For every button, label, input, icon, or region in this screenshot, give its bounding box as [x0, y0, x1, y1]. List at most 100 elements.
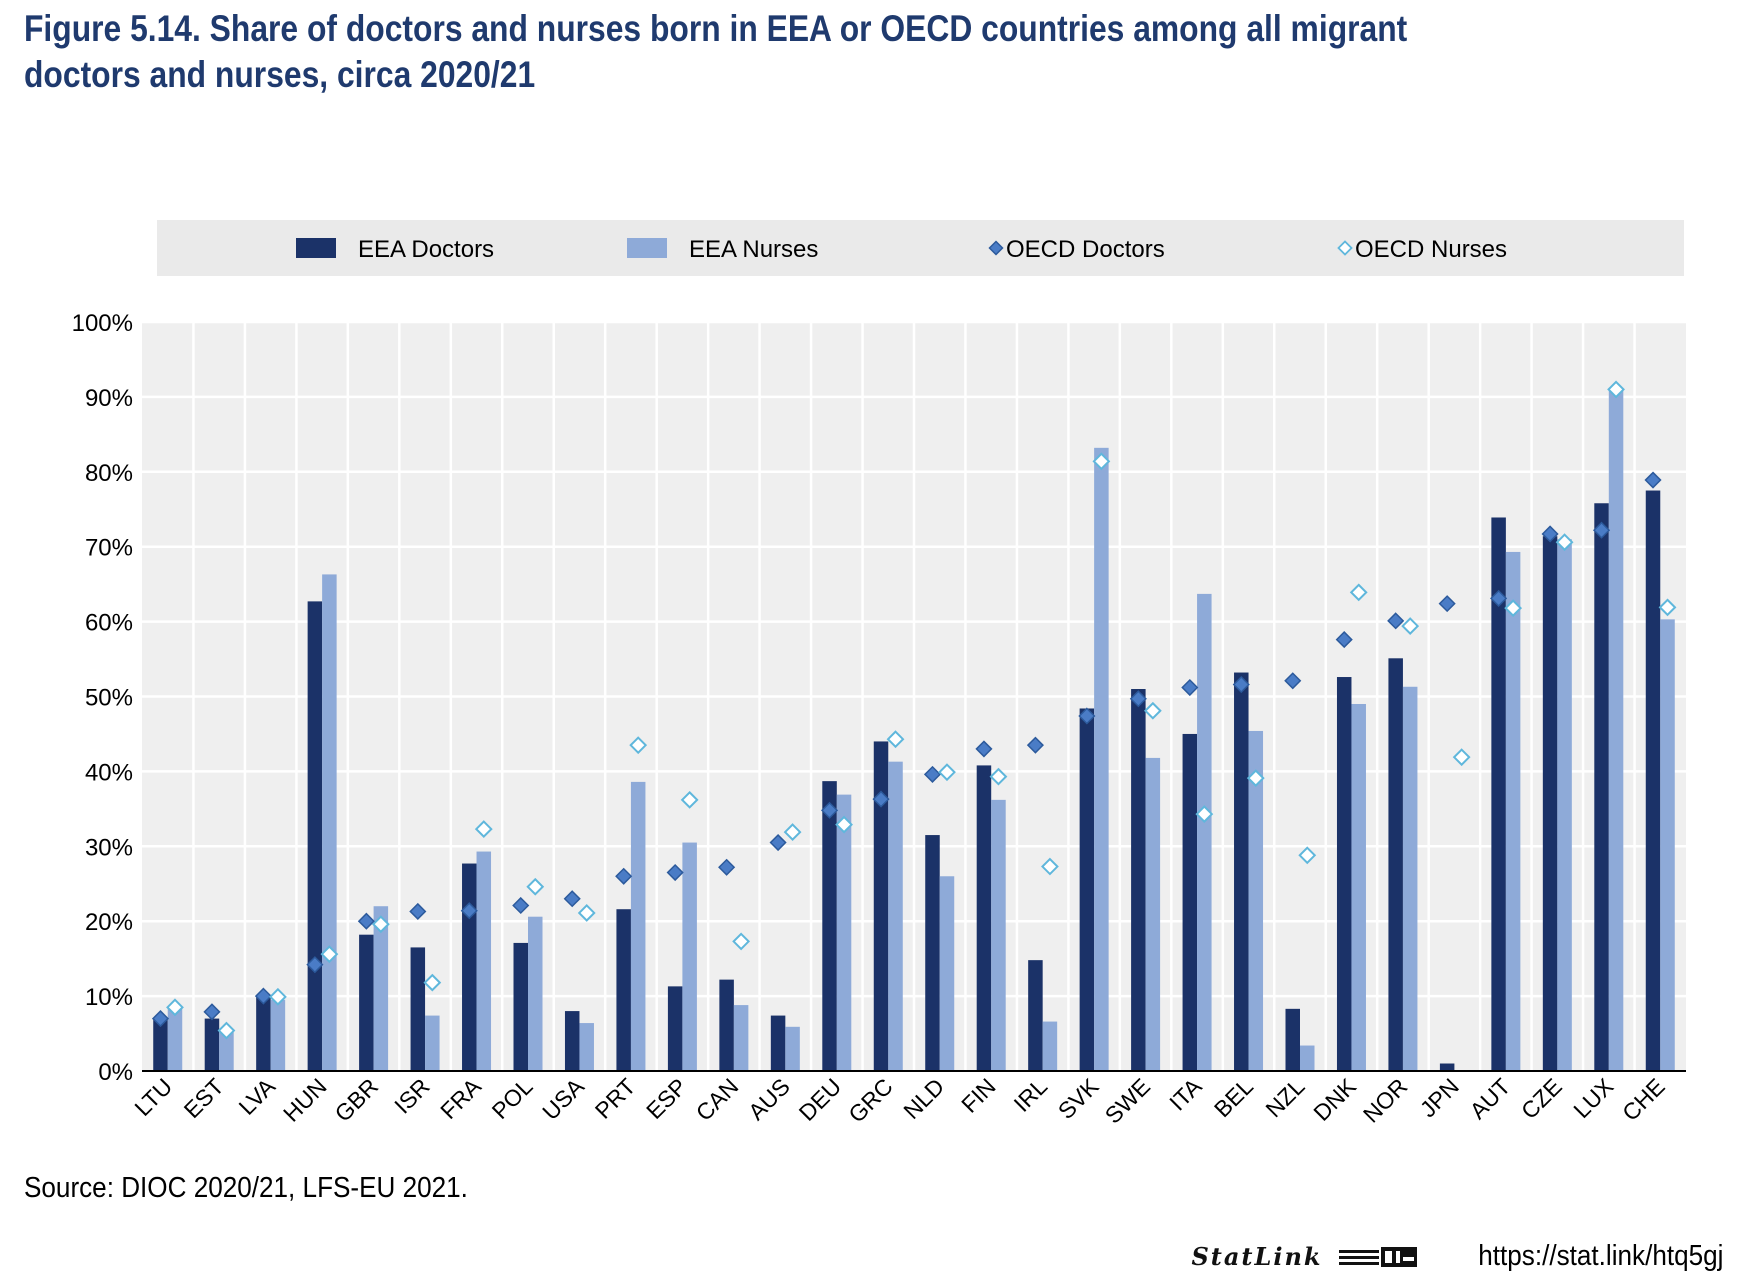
- bar-eea-doctors: [462, 863, 477, 1071]
- bars: [153, 390, 1675, 1072]
- legend-eea-nurses-swatch: [627, 238, 667, 258]
- chart: EEA Doctors EEA Nurses OECD Doctors OECD Nu…: [72, 220, 1686, 1129]
- x-tick-label: SVK: [1053, 1073, 1104, 1124]
- bar-eea-doctors: [1594, 503, 1609, 1071]
- y-tick-label: 60%: [85, 610, 133, 637]
- bar-eea-nurses: [1145, 757, 1161, 1071]
- bar-eea-doctors: [1439, 1063, 1455, 1071]
- marker-oecd-doctors: [306, 956, 324, 974]
- bar-eea-nurses: [1300, 1045, 1315, 1071]
- statlink[interactable]: StatLink https://stat.link/htq5gj: [1191, 1240, 1723, 1273]
- bar-eea-doctors: [925, 835, 940, 1071]
- bar-eea-doctors: [1028, 960, 1043, 1071]
- marker-oecd-nurses: [1041, 857, 1059, 876]
- marker-oecd-nurses: [886, 730, 905, 749]
- legend-oecd-nurses-label: OECD Nurses: [1355, 236, 1507, 263]
- y-tick-label: 0%: [98, 1059, 133, 1086]
- marker-oecd-nurses: [1658, 598, 1677, 617]
- marker-oecd-doctors: [769, 833, 787, 852]
- marker-oecd-nurses: [629, 736, 648, 755]
- marker-oecd-nurses: [423, 973, 442, 992]
- marker-oecd-nurses: [166, 998, 184, 1017]
- marker-oecd-nurses: [1452, 748, 1471, 767]
- marker-oecd-nurses: [217, 1021, 236, 1040]
- legend-oecd-nurses-swatch: [1337, 240, 1353, 256]
- marker-oecd-doctors: [357, 912, 375, 930]
- statlink-logo-icon: [1338, 1246, 1417, 1267]
- bar-eea-nurses: [373, 906, 389, 1071]
- bar-eea-doctors: [1285, 1008, 1300, 1071]
- bar-eea-doctors: [616, 909, 631, 1071]
- statlink-url[interactable]: https://stat.link/htq5gj: [1477, 1240, 1723, 1272]
- bar-eea-doctors: [1234, 672, 1249, 1071]
- marker-oecd-doctors: [563, 890, 581, 908]
- figure-title-line-2: doctors and nurses, circa 2020/21: [24, 54, 536, 95]
- bar-eea-nurses: [1094, 447, 1109, 1071]
- y-tick-label: 10%: [85, 984, 133, 1011]
- bar-eea-doctors: [719, 979, 734, 1071]
- source-note: Source: DIOC 2020/21, LFS-EU 2021.: [24, 1172, 468, 1204]
- x-tick-label: ESP: [641, 1073, 692, 1124]
- bar-eea-nurses: [1042, 1021, 1058, 1071]
- marker-oecd-doctors: [1644, 471, 1662, 489]
- bar-eea-doctors: [667, 986, 683, 1071]
- x-tick-label: HUN: [278, 1073, 332, 1127]
- bar-eea-nurses: [167, 1007, 183, 1071]
- x-tick-label: ISR: [389, 1073, 434, 1118]
- bar-eea-nurses: [991, 799, 1006, 1071]
- x-tick-label: FIN: [956, 1073, 1001, 1118]
- marker-oecd-nurses: [1246, 769, 1265, 788]
- bar-eea-nurses: [1557, 539, 1572, 1071]
- bar-eea-nurses: [939, 876, 955, 1071]
- marker-oecd-nurses: [989, 767, 1008, 786]
- y-tick-label: 90%: [85, 385, 133, 412]
- marker-oecd-doctors: [666, 863, 684, 882]
- x-tick-label: NOR: [1358, 1073, 1413, 1128]
- figure-title-line-1: Figure 5.14. Share of doctors and nurses…: [24, 8, 1408, 49]
- marker-oecd-doctors: [460, 902, 478, 920]
- bar-eea-nurses: [1505, 551, 1521, 1071]
- legend-eea-nurses-label: EEA Nurses: [689, 236, 818, 263]
- legend-eea-doctors-label: EEA Doctors: [358, 236, 494, 263]
- marker-oecd-nurses: [1607, 380, 1625, 399]
- bar-eea-doctors: [307, 601, 323, 1071]
- bar-eea-doctors: [564, 1011, 580, 1071]
- bar-eea-doctors: [256, 996, 271, 1071]
- marker-oecd-nurses: [1401, 617, 1420, 636]
- x-tick-label: USA: [537, 1073, 589, 1125]
- bar-eea-nurses: [476, 851, 492, 1071]
- y-tick-label: 30%: [85, 834, 133, 861]
- statlink-label: StatLink: [1191, 1242, 1323, 1271]
- marker-oecd-nurses: [577, 904, 596, 922]
- bar-eea-doctors: [1131, 689, 1146, 1071]
- bar-eea-doctors: [1079, 708, 1095, 1071]
- bar-eea-doctors: [410, 947, 426, 1071]
- marker-oecd-nurses: [320, 945, 339, 964]
- marker-oecd-doctors: [1592, 521, 1611, 539]
- bar-eea-nurses: [888, 761, 903, 1071]
- bar-eea-nurses: [836, 794, 852, 1071]
- bar-eea-doctors: [1542, 536, 1558, 1071]
- marker-oecd-doctors: [203, 1003, 221, 1021]
- x-tick-label: BEL: [1209, 1073, 1258, 1122]
- marker-oecd-nurses: [474, 820, 493, 838]
- marker-oecd-doctors: [1541, 525, 1559, 543]
- bar-eea-doctors: [513, 942, 528, 1071]
- marker-oecd-nurses: [269, 987, 287, 1006]
- legend-oecd-doctors-label: OECD Doctors: [1006, 236, 1165, 263]
- marker-oecd-nurses: [1298, 846, 1317, 865]
- marker-oecd-nurses: [371, 915, 390, 934]
- legend-background: [157, 220, 1684, 276]
- x-tick-label: FRA: [435, 1073, 486, 1124]
- bar-eea-doctors: [822, 781, 837, 1071]
- bar-eea-nurses: [682, 842, 697, 1071]
- bar-eea-nurses: [579, 1023, 594, 1071]
- bar-eea-nurses: [322, 574, 337, 1071]
- y-tick-label: 50%: [85, 685, 133, 712]
- x-tick-label: LTU: [129, 1073, 177, 1121]
- bar-eea-nurses: [1248, 730, 1264, 1071]
- bar-eea-doctors: [1388, 658, 1403, 1071]
- x-tick-label: AUT: [1464, 1073, 1515, 1124]
- bar-eea-nurses: [1608, 390, 1624, 1072]
- x-tick-label: NLD: [898, 1073, 949, 1124]
